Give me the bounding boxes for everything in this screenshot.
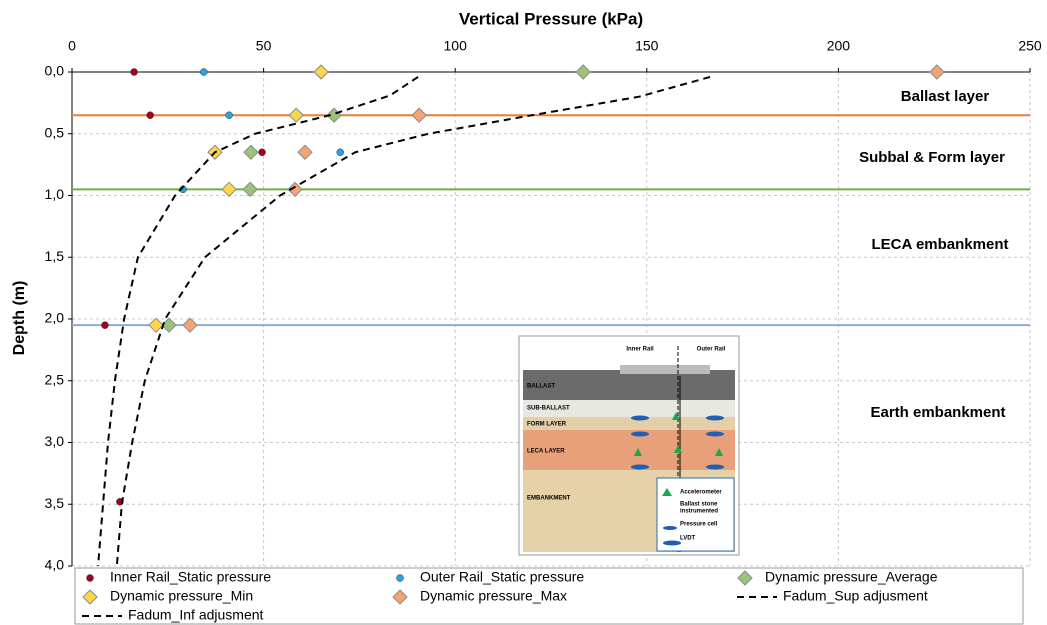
pressure-cells xyxy=(631,415,724,546)
point xyxy=(146,111,154,119)
point xyxy=(297,144,313,160)
form-layer xyxy=(523,417,735,430)
inset-label: LVDT xyxy=(680,536,696,542)
inset-label: Ballast stone xyxy=(680,502,718,508)
x-tick-label: 100 xyxy=(444,38,468,54)
legend-box xyxy=(74,567,1024,625)
point xyxy=(243,144,259,160)
x-tick-label: 200 xyxy=(827,38,851,54)
annotation: Subbal & Form layer xyxy=(859,149,1005,166)
legend-label: Dynamic pressure_Max xyxy=(420,588,567,604)
legend-label: Inner Rail_Static pressure xyxy=(110,569,271,585)
point xyxy=(101,321,109,329)
point xyxy=(313,64,329,80)
x-tick-label: 250 xyxy=(1018,38,1042,54)
point xyxy=(411,107,427,123)
y-axis-title: Depth (m) xyxy=(11,281,28,356)
point xyxy=(242,181,258,198)
point xyxy=(575,64,591,80)
inset-label: Inner Rail xyxy=(626,347,654,353)
legend-swatch xyxy=(82,589,98,605)
accelerometers xyxy=(634,412,723,496)
plot-area: 0 50 100 150 200 250 0,0 0,5 1,0 1,5 2,0 2,5 3,0 3,5 4… xyxy=(45,38,1042,573)
subballast-layer xyxy=(523,400,735,417)
inset-legend xyxy=(656,477,735,552)
inset-label: SUB-BALLAST xyxy=(527,406,570,412)
legend-swatch xyxy=(396,574,404,582)
point xyxy=(287,181,303,198)
annotation: Ballast layer xyxy=(901,88,990,105)
y-tick-label: 3,5 xyxy=(45,495,65,511)
legend-label: Fadum_Sup adjusment xyxy=(783,588,928,604)
inset-label: LECA LAYER xyxy=(527,449,565,455)
legend-swatch xyxy=(392,589,408,605)
y-tick-label: 1,5 xyxy=(45,248,65,264)
y-tick-label: 2,5 xyxy=(45,371,65,387)
sleeper xyxy=(620,365,710,374)
fadum-curve xyxy=(115,75,711,567)
y-tick-label: 0,5 xyxy=(45,124,65,140)
legend-label: Dynamic pressure_Average xyxy=(765,569,938,585)
y-tick-label: 3,0 xyxy=(45,433,65,449)
point xyxy=(200,68,208,76)
x-tick-label: 0 xyxy=(68,38,76,54)
leca-layer xyxy=(523,430,735,470)
legend-swatch xyxy=(86,574,94,582)
point xyxy=(221,181,237,198)
legend-swatch xyxy=(737,570,753,586)
annotation: Earth embankment xyxy=(870,404,1005,421)
point xyxy=(929,64,945,80)
inset-label: FORM LAYER xyxy=(527,422,567,428)
inset-diagram: Inner Rail Outer Rail BALLAST SUB-BALLAST FO… xyxy=(518,335,740,556)
point xyxy=(288,107,304,123)
inset-label: BALLAST xyxy=(527,384,555,390)
legend-label: Fadum_Inf adjusment xyxy=(128,607,264,623)
inset-label: instrumented xyxy=(680,509,718,515)
point xyxy=(258,148,266,157)
inset-label: EMBANKMENT xyxy=(527,496,571,502)
x-tick-label: 150 xyxy=(635,38,659,54)
inset-label: Outer Rail xyxy=(697,347,726,353)
point xyxy=(336,148,344,157)
y-tick-label: 0,0 xyxy=(45,63,65,79)
inset-label: Accelerometer xyxy=(680,490,722,496)
fadum-curve xyxy=(97,76,419,567)
y-tick-label: 2,0 xyxy=(45,310,65,326)
y-tick-label: 4,0 xyxy=(45,557,65,573)
ballast-layer xyxy=(523,370,735,400)
legend-label: Outer Rail_Static pressure xyxy=(420,569,584,585)
point xyxy=(182,317,198,333)
point xyxy=(148,317,164,333)
annotation: LECA embankment xyxy=(872,236,1009,253)
y-tick-label: 1,0 xyxy=(45,186,65,202)
inset-label: Pressure cell xyxy=(680,522,718,528)
legend-label: Dynamic pressure_Min xyxy=(110,588,253,604)
x-axis-title: Vertical Pressure (kPa) xyxy=(459,9,643,28)
point xyxy=(225,111,233,119)
x-tick-label: 50 xyxy=(256,38,272,54)
point xyxy=(130,68,138,76)
